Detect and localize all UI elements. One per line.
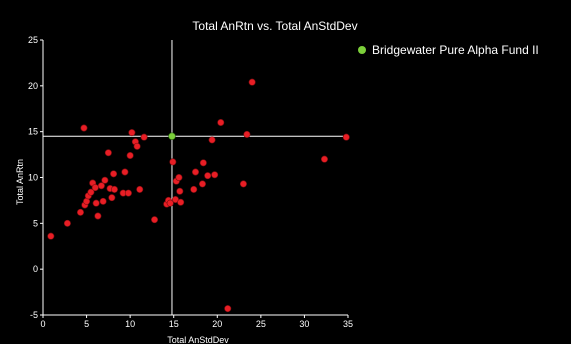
x-axis-label: Total AnStdDev xyxy=(167,335,229,344)
legend-label: Bridgewater Pure Alpha Fund II xyxy=(372,43,539,57)
y-tick-label: 15 xyxy=(28,127,38,137)
data-point xyxy=(175,174,183,182)
data-point xyxy=(217,119,225,127)
y-tick-label: 25 xyxy=(28,35,38,45)
data-point xyxy=(192,168,200,176)
data-point xyxy=(239,180,247,188)
data-point xyxy=(342,133,350,141)
y-tick-label: 0 xyxy=(33,264,38,274)
data-point xyxy=(211,171,219,179)
data-point xyxy=(248,78,256,86)
data-point xyxy=(169,158,177,166)
data-point xyxy=(47,232,55,240)
data-point xyxy=(121,168,129,176)
data-point xyxy=(136,185,144,193)
data-point xyxy=(243,130,251,138)
data-point xyxy=(204,172,212,180)
data-point xyxy=(199,159,207,167)
data-point xyxy=(63,219,71,227)
crosshair xyxy=(43,40,348,315)
data-point xyxy=(97,182,105,190)
y-tick-label: 5 xyxy=(33,218,38,228)
y-tick-label: 20 xyxy=(28,81,38,91)
data-points xyxy=(47,78,350,313)
y-tick-label: 10 xyxy=(28,173,38,183)
data-point xyxy=(190,185,198,193)
chart-title: Total AnRtn vs. Total AnStdDev xyxy=(192,19,357,33)
highlighted-point xyxy=(168,132,176,140)
data-point xyxy=(140,133,148,141)
data-point xyxy=(110,170,118,178)
data-point xyxy=(91,184,99,192)
data-point xyxy=(110,185,118,193)
legend-marker xyxy=(358,46,366,54)
data-point xyxy=(99,197,107,205)
data-point xyxy=(320,155,328,163)
data-point xyxy=(124,189,132,197)
data-point xyxy=(80,124,88,132)
data-point xyxy=(128,129,136,137)
data-point xyxy=(108,194,116,202)
data-point xyxy=(198,180,206,188)
data-point xyxy=(76,208,84,216)
data-point xyxy=(101,176,109,184)
data-point xyxy=(94,212,102,220)
data-point xyxy=(133,142,141,150)
data-point xyxy=(87,188,95,196)
data-point xyxy=(208,136,216,144)
y-axis-label: Total AnRtn xyxy=(15,159,25,205)
x-tick-label: 10 xyxy=(125,319,135,329)
data-point xyxy=(126,152,134,160)
data-point xyxy=(176,187,184,195)
data-point xyxy=(166,199,174,207)
x-tick-label: 25 xyxy=(256,319,266,329)
x-tick-label: 15 xyxy=(169,319,179,329)
x-tick-label: 5 xyxy=(84,319,89,329)
data-point xyxy=(151,216,159,224)
data-point xyxy=(224,305,232,313)
x-tick-label: 35 xyxy=(343,319,353,329)
legend: Bridgewater Pure Alpha Fund II xyxy=(358,43,539,57)
y-tick-label: -5 xyxy=(30,310,38,320)
data-point xyxy=(92,199,100,207)
x-tick-label: 30 xyxy=(299,319,309,329)
x-tick-label: 20 xyxy=(212,319,222,329)
data-point xyxy=(104,149,112,157)
data-point xyxy=(177,198,185,206)
x-tick-label: 0 xyxy=(40,319,45,329)
